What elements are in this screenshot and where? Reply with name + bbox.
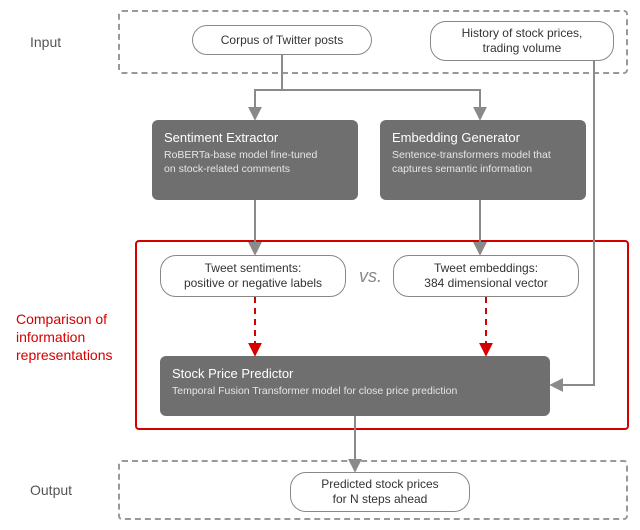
corpus-node: Corpus of Twitter posts — [192, 25, 372, 55]
history-node: History of stock prices, trading volume — [430, 21, 614, 61]
tweet-sentiments-node: Tweet sentiments: positive or negative l… — [160, 255, 346, 297]
output-label: Output — [30, 482, 72, 498]
embedding-generator-node: Embedding Generator Sentence-transformer… — [380, 120, 586, 200]
diagram-canvas: Input Comparison of information represen… — [0, 0, 640, 530]
tweet-embeddings-node: Tweet embeddings: 384 dimensional vector — [393, 255, 579, 297]
input-label: Input — [30, 34, 61, 50]
stock-price-predictor-node: Stock Price Predictor Temporal Fusion Tr… — [160, 356, 550, 416]
output-node: Predicted stock prices for N steps ahead — [290, 472, 470, 512]
comparison-label: Comparison of information representation… — [16, 310, 113, 365]
vs-label: vs. — [359, 266, 382, 287]
sentiment-extractor-node: Sentiment Extractor RoBERTa-base model f… — [152, 120, 358, 200]
